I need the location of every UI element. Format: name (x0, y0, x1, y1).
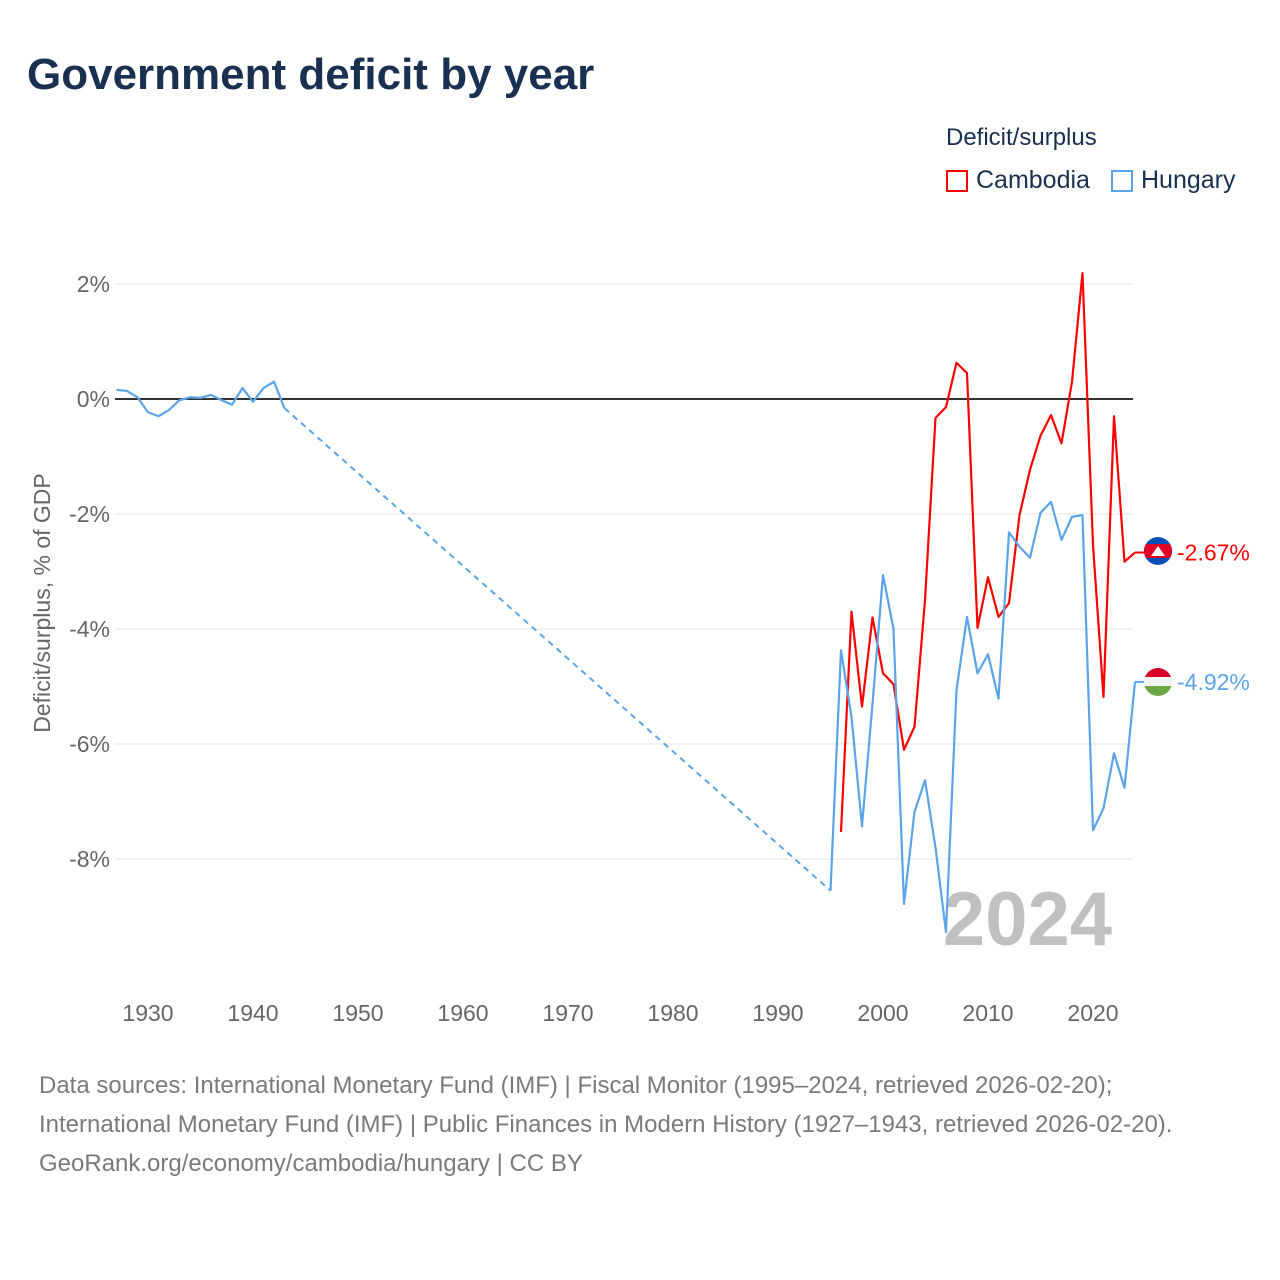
x-tick-label: 2010 (962, 1000, 1013, 1026)
y-tick-label: -8% (69, 846, 110, 872)
series-line-hungary (829, 500, 1137, 934)
end-value-label: -4.92% (1177, 669, 1250, 695)
legend-item-cambodia[interactable]: Cambodia (946, 166, 1090, 195)
legend-item-hungary[interactable]: Hungary (1111, 166, 1236, 195)
end-value-label: -2.67% (1177, 540, 1250, 566)
y-tick-label: -2% (69, 501, 110, 527)
year-watermark: 2024 (943, 877, 1112, 962)
y-tick-label: 2% (77, 271, 110, 297)
y-axis-label: Deficit/surplus, % of GDP (29, 473, 55, 732)
x-tick-label: 1970 (542, 1000, 593, 1026)
x-tick-label: 1950 (332, 1000, 383, 1026)
legend-label: Hungary (1141, 166, 1236, 194)
attribution-link[interactable]: GeoRank.org/economy/cambodia/hungary | C… (39, 1150, 583, 1177)
sources-text: Data sources: International Monetary Fun… (39, 1072, 1173, 1138)
cambodia-flag-icon (1144, 537, 1172, 565)
x-tick-label: 1980 (647, 1000, 698, 1026)
data-sources: Data sources: International Monetary Fun… (39, 1066, 1239, 1183)
legend-swatch (1111, 169, 1133, 192)
y-tick-label: -6% (69, 731, 110, 757)
gap-line-hungary (283, 407, 832, 892)
x-tick-label: 2020 (1067, 1000, 1118, 1026)
y-tick-label: 0% (77, 386, 110, 412)
x-tick-label: 2000 (857, 1000, 908, 1026)
legend-label: Cambodia (976, 166, 1090, 194)
y-tick-label: -4% (69, 616, 110, 642)
x-tick-label: 1990 (752, 1000, 803, 1026)
legend-title: Deficit/surplus (946, 124, 1097, 151)
series-line-cambodia (839, 271, 1136, 833)
legend-swatch (946, 169, 968, 192)
series-line-hungary (116, 380, 286, 418)
x-tick-label: 1930 (122, 1000, 173, 1026)
hungary-flag-icon (1144, 668, 1172, 696)
chart-title: Government deficit by year (27, 50, 595, 99)
x-tick-label: 1960 (437, 1000, 488, 1026)
x-tick-label: 1940 (227, 1000, 278, 1026)
